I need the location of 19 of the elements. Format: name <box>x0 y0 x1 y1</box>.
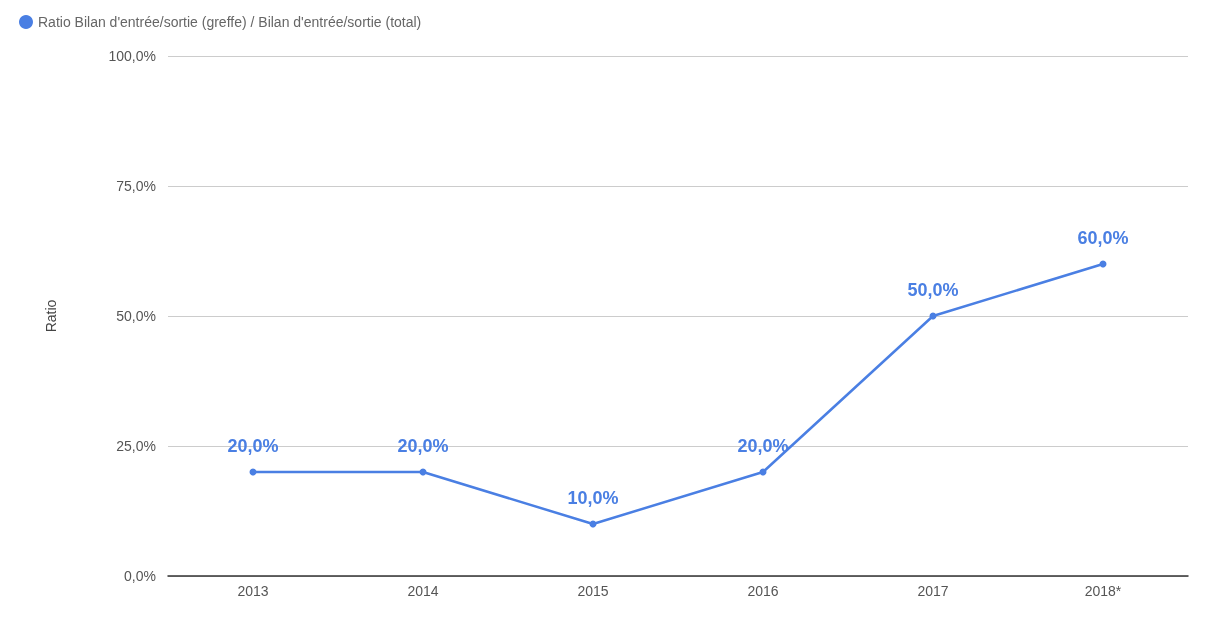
data-label: 20,0% <box>397 435 449 456</box>
y-axis-title: Ratio <box>43 299 59 333</box>
data-label: 10,0% <box>567 487 619 508</box>
y-tick-label: 100,0% <box>108 48 156 64</box>
data-label: 50,0% <box>907 279 959 300</box>
x-tick-label: 2017 <box>917 583 949 599</box>
x-tick-label: 2018* <box>1084 583 1122 599</box>
x-tick-label: 2014 <box>407 583 439 599</box>
y-tick-label: 0,0% <box>124 568 156 584</box>
data-label: 60,0% <box>1077 227 1129 248</box>
data-label: 20,0% <box>737 435 789 456</box>
x-tick-label: 2013 <box>237 583 269 599</box>
data-label: 20,0% <box>227 435 279 456</box>
y-tick-label: 75,0% <box>116 178 156 194</box>
x-tick-label: 2015 <box>577 583 609 599</box>
y-tick-label: 50,0% <box>116 308 156 324</box>
x-tick-label: 2016 <box>747 583 779 599</box>
legend-label: Ratio Bilan d'entrée/sortie (greffe) / Bilan d'entrée/sortie (total) <box>38 14 422 30</box>
y-tick-label: 25,0% <box>116 438 156 454</box>
